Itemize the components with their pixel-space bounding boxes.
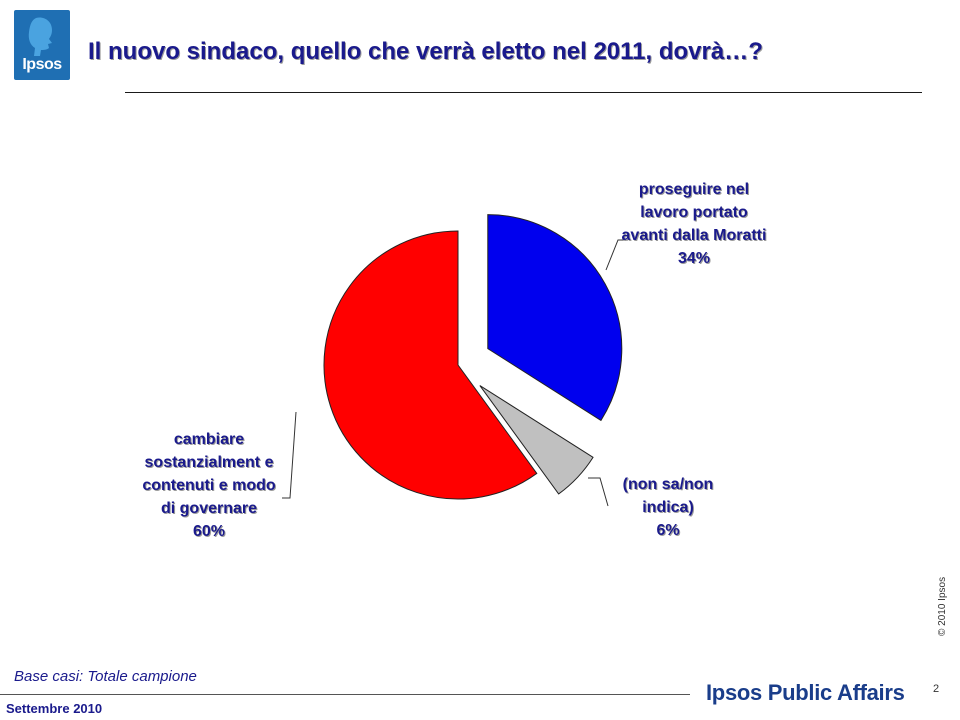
- label-proseguire-value: 34%: [677, 250, 711, 267]
- label-non-sa-text: (non sa/non indica): [622, 476, 714, 516]
- title-divider: [125, 92, 922, 93]
- footer-divider: [0, 694, 690, 695]
- label-proseguire: proseguire nel lavoro portato avanti dal…: [620, 178, 768, 270]
- slice-proseguire: [487, 214, 623, 422]
- label-cambiare: cambiare sostanzialment e contenuti e mo…: [136, 428, 282, 543]
- leader-cambiare: [282, 411, 297, 499]
- leader-non-sa: [588, 477, 609, 507]
- footer-brand: Ipsos Public Affairs: [706, 680, 905, 705]
- slice-cambiare: [323, 230, 538, 500]
- page-title: Il nuovo sindaco, quello che verrà elett…: [88, 38, 763, 65]
- page-number: 2: [933, 683, 940, 695]
- ipsos-logo: Ipsos: [14, 10, 70, 80]
- logo-text: Ipsos: [22, 56, 62, 73]
- label-proseguire-text: proseguire nel lavoro portato avanti dal…: [621, 181, 767, 244]
- label-non-sa-value: 6%: [656, 522, 680, 539]
- base-note: Base casi: Totale campione: [14, 668, 197, 685]
- label-cambiare-value: 60%: [192, 523, 226, 540]
- footer-date: Settembre 2010: [6, 701, 103, 716]
- slice-non-sa: [479, 385, 594, 495]
- head-profile-icon: [28, 17, 52, 56]
- label-cambiare-text: cambiare sostanzialment e contenuti e mo…: [142, 431, 276, 517]
- label-non-sa: (non sa/non indica) 6%: [605, 473, 731, 542]
- copyright: © 2010 Ipsos: [937, 576, 948, 636]
- leader-proseguire: [605, 239, 628, 271]
